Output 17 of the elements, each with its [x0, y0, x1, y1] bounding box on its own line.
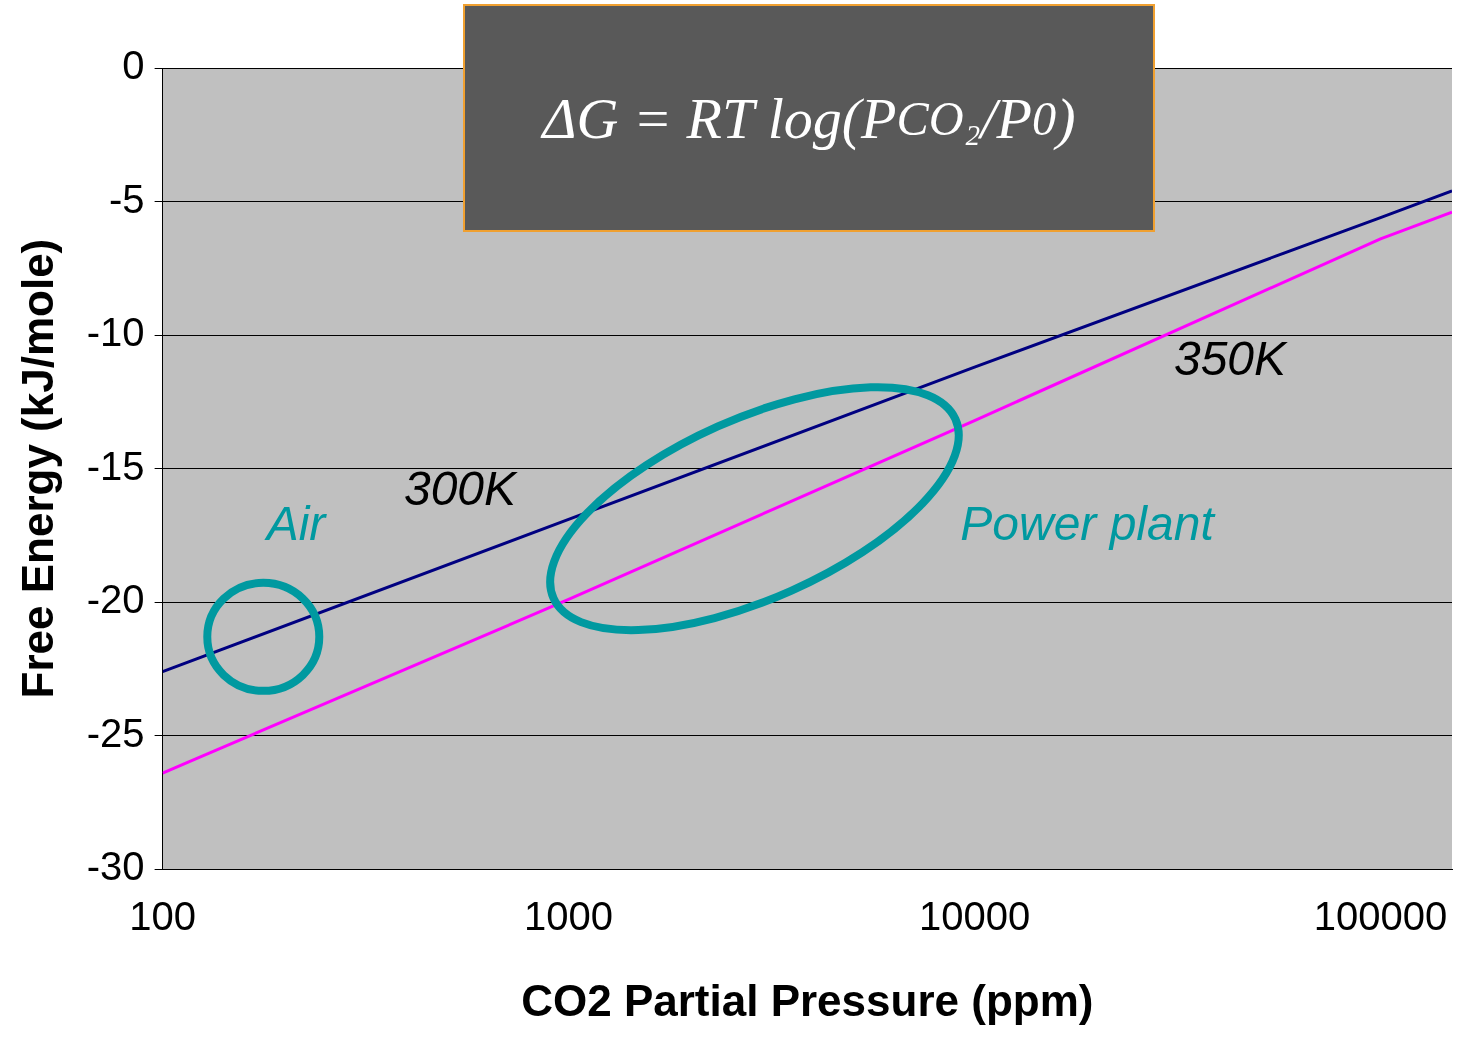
annotation: Air: [266, 495, 326, 551]
y-tick-label: -20: [86, 577, 145, 622]
y-tick-label: -25: [86, 710, 145, 755]
y-tick-label: 0: [122, 43, 145, 88]
annotation: Power plant: [960, 495, 1214, 551]
x-tick-label: 10000: [918, 894, 1031, 939]
x-tick-label: 100000: [1313, 894, 1448, 939]
y-tick-label: -5: [109, 176, 145, 221]
series-label: 350K: [1173, 332, 1289, 386]
y-tick-label: -10: [86, 310, 145, 355]
x-axis-title: CO2 Partial Pressure (ppm): [521, 975, 1094, 1025]
y-tick-label: -15: [86, 443, 145, 488]
x-tick-label: 100: [129, 894, 196, 939]
series-label: 300K: [403, 462, 519, 516]
y-axis-title: Free Energy (kJ/mole): [12, 238, 62, 699]
y-tick-label: -30: [86, 844, 145, 889]
x-tick-label: 1000: [524, 894, 614, 939]
